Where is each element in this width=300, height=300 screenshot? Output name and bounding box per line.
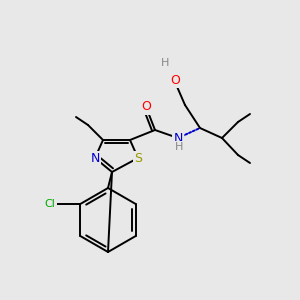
Text: O: O bbox=[141, 100, 151, 113]
Text: H: H bbox=[161, 58, 169, 68]
Text: S: S bbox=[134, 152, 142, 164]
Text: N: N bbox=[90, 152, 100, 164]
Text: H: H bbox=[175, 142, 183, 152]
Text: Cl: Cl bbox=[45, 199, 56, 209]
Text: O: O bbox=[170, 74, 180, 86]
Text: N: N bbox=[173, 131, 183, 145]
